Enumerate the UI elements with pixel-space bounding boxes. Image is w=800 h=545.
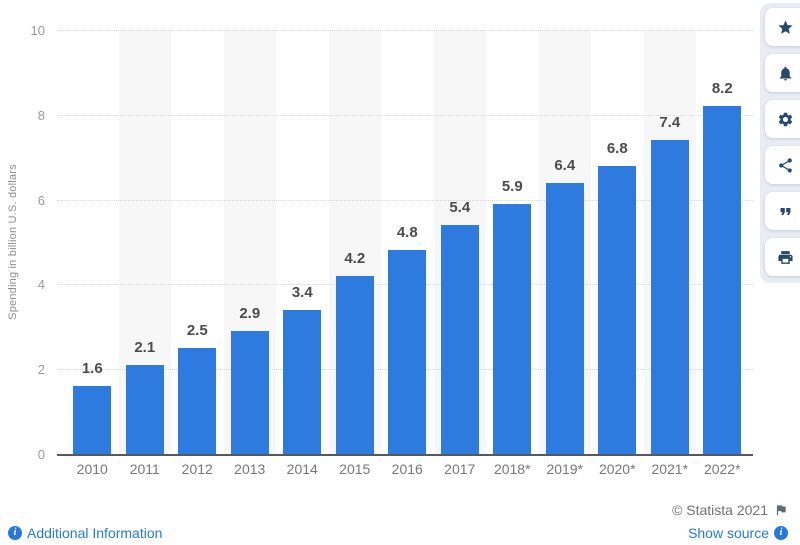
bar[interactable] (598, 165, 637, 454)
show-source-label: Show source (688, 525, 769, 541)
additional-information-link[interactable]: i Additional Information (8, 525, 162, 541)
x-axis-tick-label: 2016 (391, 461, 423, 477)
bar[interactable] (178, 348, 217, 454)
bar-value-label: 3.4 (291, 283, 313, 301)
alerts-button[interactable] (765, 54, 800, 92)
bar-chart: Spending in billion U.S. dollars 0 2 4 6 8 10… (7, 23, 753, 477)
bar-value-label: 6.4 (554, 156, 576, 174)
info-icon: i (8, 526, 22, 540)
x-axis-tick-label: 2011 (129, 461, 160, 477)
copyright-notice: © Statista 2021 (672, 502, 788, 518)
bar-value-label: 2.5 (186, 322, 208, 339)
bar[interactable] (650, 140, 689, 454)
bar[interactable] (230, 331, 269, 454)
x-axis-tick-label: 2018* (493, 461, 531, 477)
bar[interactable] (283, 309, 322, 454)
additional-information-label: Additional Information (27, 525, 163, 541)
bar[interactable] (545, 182, 584, 454)
bar-value-label: 4.2 (344, 249, 366, 267)
info-icon: i (774, 526, 788, 540)
x-axis-tick-label: 2019* (546, 461, 584, 477)
share-icon (779, 157, 792, 173)
x-axis-tick-label: 2020* (598, 461, 636, 477)
favorite-button[interactable] (765, 8, 800, 46)
bar-value-label: 8.2 (711, 80, 733, 98)
y-axis-tick-label: 4 (37, 277, 45, 293)
bar[interactable] (440, 225, 479, 454)
x-axis-tick-label: 2022* (703, 461, 741, 477)
bar-value-label: 2.1 (134, 338, 156, 356)
quote-icon (780, 207, 791, 215)
x-axis-line (57, 454, 753, 456)
gear-icon (778, 112, 793, 126)
show-source-link[interactable]: Show source i (688, 525, 788, 541)
bar[interactable] (125, 364, 164, 454)
copyright-text: © Statista 2021 (672, 502, 768, 518)
y-axis-tick-label: 10 (30, 23, 45, 38)
x-axis-tick-label: 2017 (444, 461, 476, 477)
gridline (57, 30, 753, 31)
bar-value-label: 7.4 (659, 114, 681, 132)
bar-value-label: 2.9 (239, 305, 261, 323)
y-axis-tick-label: 2 (37, 362, 45, 378)
gridline (57, 199, 753, 201)
x-axis-tick-label: 2021* (651, 461, 689, 477)
toolbar-background (760, 3, 800, 283)
cite-button[interactable] (765, 192, 800, 230)
bell-icon (779, 66, 792, 81)
bar[interactable] (73, 386, 112, 454)
x-axis-tick-label: 2015 (339, 461, 371, 477)
x-axis-tick-label: 2013 (234, 461, 266, 477)
bar[interactable] (703, 106, 742, 454)
flag-icon[interactable] (774, 503, 788, 517)
y-axis-tick-label: 0 (37, 447, 45, 462)
bar[interactable] (335, 275, 374, 454)
bar-value-label: 1.6 (81, 360, 103, 378)
y-axis-tick-label: 8 (37, 107, 45, 123)
print-icon (778, 250, 793, 264)
bar-value-label: 4.8 (396, 224, 418, 242)
gridline (57, 114, 753, 116)
bar-value-label: 6.8 (606, 139, 628, 157)
bar[interactable] (493, 203, 532, 454)
share-button[interactable] (765, 146, 800, 184)
x-axis-tick-label: 2010 (76, 461, 108, 477)
y-axis-title: Spending in billion U.S. dollars (7, 164, 19, 320)
print-button[interactable] (765, 238, 800, 276)
bar[interactable] (388, 250, 427, 454)
y-axis-tick-label: 6 (37, 192, 45, 208)
x-axis-tick-label: 2014 (286, 461, 318, 477)
star-icon (778, 19, 793, 34)
x-axis-tick-label: 2012 (181, 461, 213, 477)
settings-button[interactable] (765, 100, 800, 138)
bar-value-label: 5.4 (449, 199, 471, 217)
bar-value-label: 5.9 (501, 177, 523, 195)
